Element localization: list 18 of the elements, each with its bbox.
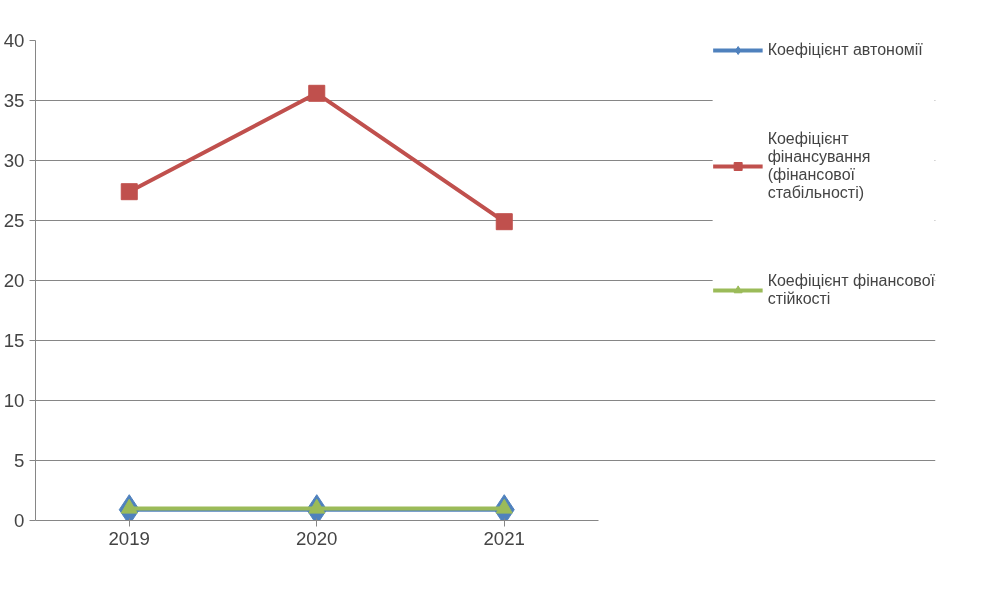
y-tick-label: 5 [14,450,25,471]
point [120,183,138,201]
x-tick-label: 2020 [296,527,338,549]
x-tick-label: 2021 [483,527,526,549]
y-tick-label: 10 [3,390,25,411]
y-tick-label: 35 [3,90,25,111]
legend-label: Коефіцієнт фінансової стійкості [767,272,935,308]
y-tick-label: 15 [3,330,25,351]
y-tick-label: 25 [3,210,25,231]
y-tick-label: 20 [3,270,25,291]
legend-label: Коефіцієнт автономії [767,40,923,60]
point [495,213,513,231]
legend-label: Коефіцієнт фінансування (фінансової стабільності) [767,130,871,202]
y-tick-label: 30 [3,150,25,171]
point [308,84,326,102]
x-tick-label: 2019 [108,527,151,549]
y-tick-label: 0 [14,510,25,531]
y-tick-label: 40 [3,30,25,51]
